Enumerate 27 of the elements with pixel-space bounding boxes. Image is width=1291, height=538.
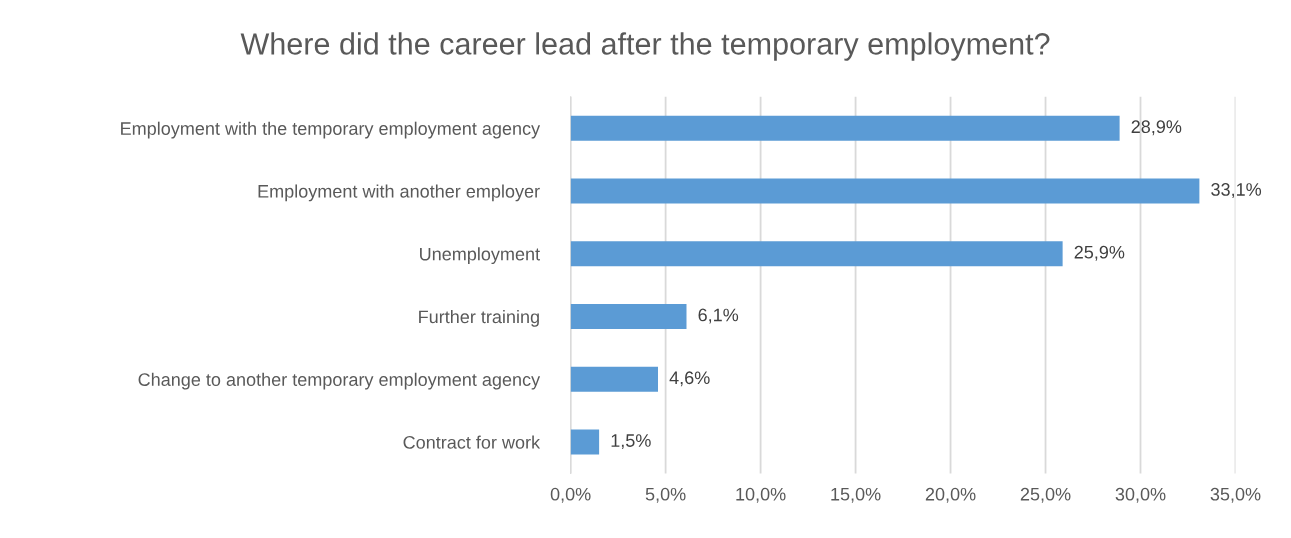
y-tick-label: Contract for work: [403, 435, 541, 449]
y-tick-label: Further training: [419, 309, 539, 327]
x-tick-label: 10,0%: [736, 487, 786, 503]
data-label: 6,1%: [698, 308, 739, 324]
x-tick-label: 20,0%: [925, 487, 976, 503]
y-tick-label: Employment with another employer: [258, 184, 540, 202]
data-label: 1,5%: [611, 434, 651, 450]
chart-title: Where did the career lead after the temporary employment?: [240, 32, 1050, 61]
bar: [570, 115, 1120, 141]
bar: [570, 366, 658, 392]
x-tick-label: 30,0%: [1115, 487, 1166, 503]
x-tick-label: 25,0%: [1020, 487, 1071, 503]
x-tick-label: 15,0%: [831, 487, 881, 503]
y-tick-label: Change to another temporary employment agency: [138, 372, 541, 390]
data-label: 28,9%: [1131, 120, 1182, 136]
bar: [570, 241, 1063, 267]
y-tick-label: Employment with the temporary employment agency: [121, 121, 541, 139]
data-label: 25,9%: [1074, 245, 1125, 261]
x-tick-label: 5,0%: [645, 487, 686, 503]
bar: [570, 178, 1200, 204]
data-label: 4,6%: [669, 371, 710, 387]
bar: [570, 303, 687, 330]
y-tick-label: Unemployment: [420, 247, 540, 265]
x-tick-label: 0,0%: [550, 487, 591, 503]
data-label: 33,1%: [1211, 183, 1262, 198]
x-tick-label: 35,0%: [1210, 487, 1261, 503]
bar: [570, 429, 600, 455]
